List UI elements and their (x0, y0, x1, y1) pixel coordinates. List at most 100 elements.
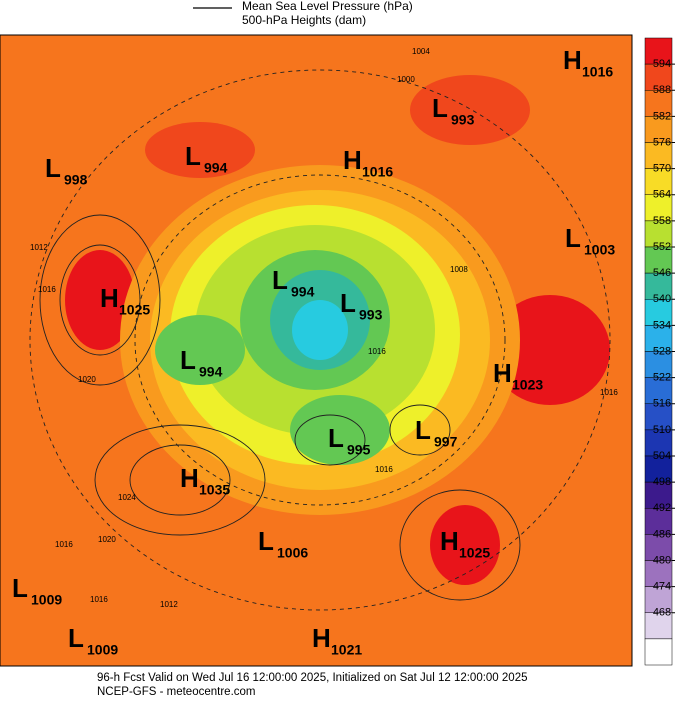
legend-subtitle: 500-hPa Heights (dam) (242, 13, 366, 27)
colorbar-label: 570 (653, 163, 671, 175)
colorbar-swatch (644, 90, 673, 117)
colorbar-label: 510 (653, 424, 671, 436)
colorbar-swatch (644, 220, 673, 248)
shade (155, 315, 245, 385)
shade (410, 75, 530, 145)
isobar-label: 1016 (368, 347, 386, 356)
isobar-label: 1020 (98, 535, 116, 544)
latitude-circle (134, 174, 506, 506)
center-value: 997 (434, 434, 458, 450)
isobar (94, 424, 266, 536)
center-value: 1006 (277, 545, 308, 561)
isobar-label: 1012 (160, 600, 178, 609)
isobar-label: 1004 (412, 47, 430, 56)
shade (290, 395, 390, 465)
colorbar-swatch (644, 429, 673, 457)
center-letter: L (45, 153, 61, 183)
center-letter: H (563, 45, 582, 75)
colorbar-swatch (644, 377, 673, 404)
center-letter: H (312, 623, 331, 653)
latitude-circle (29, 69, 611, 611)
shade (65, 250, 135, 350)
legend-title: Mean Sea Level Pressure (hPa) (242, 0, 413, 13)
colorbar-swatch (644, 534, 673, 561)
colorbar-swatch (644, 116, 673, 143)
colorbar-label: 588 (653, 84, 671, 96)
center-value: 994 (204, 160, 228, 176)
colorbar-label: 480 (653, 554, 671, 566)
map (0, 34, 633, 667)
center-letter: L (258, 526, 274, 556)
colorbar-label: 576 (653, 136, 671, 148)
colorbar-label: 516 (653, 398, 671, 410)
colorbar-label: 486 (653, 528, 671, 540)
isobar-label: 1016 (55, 540, 73, 549)
center-letter: L (185, 141, 201, 171)
center-value: 994 (291, 284, 315, 300)
isobar-label: 1016 (38, 285, 56, 294)
isobar-label: 1016 (90, 595, 108, 604)
center-letter: L (328, 423, 344, 453)
center-value: 994 (199, 364, 223, 380)
footer-source: NCEP-GFS - meteocentre.com (97, 686, 255, 698)
isobar (389, 404, 451, 456)
isobar-label: 1016 (375, 465, 393, 474)
center-value: 1009 (31, 592, 62, 608)
colorbar-label: 582 (653, 110, 671, 122)
colorbar-label: 594 (653, 58, 671, 70)
center-letter: L (68, 623, 84, 653)
colorbar-label: 474 (653, 581, 671, 593)
center-letter: L (12, 573, 28, 603)
center-letter: L (272, 265, 288, 295)
center-letter: L (565, 223, 581, 253)
colorbar-label: 540 (653, 293, 671, 305)
colorbar-swatch (644, 142, 673, 169)
center-letter: H (180, 463, 199, 493)
center-value: 1016 (362, 164, 393, 180)
center-letter: H (343, 145, 362, 175)
center-value: 1021 (331, 642, 362, 658)
shade (145, 122, 255, 178)
colorbar-swatch (644, 560, 673, 587)
colorbar-label: 546 (653, 267, 671, 279)
isobar-label: 1012 (30, 243, 48, 252)
center-value: 1003 (584, 242, 615, 258)
isobar-label: 1020 (78, 375, 96, 384)
center-value: 1035 (199, 482, 230, 498)
isobar-label: 1008 (450, 265, 468, 274)
colorbar-swatch (644, 168, 673, 195)
shade (430, 505, 500, 585)
colorbar-label: 564 (653, 189, 671, 201)
isobar (294, 414, 366, 466)
isobar (59, 244, 141, 356)
center-letter: H (100, 283, 119, 313)
center-letter: L (432, 93, 448, 123)
colorbar-label: 492 (653, 502, 671, 514)
colorbar-swatch (644, 299, 673, 326)
isobar-label: 1024 (118, 493, 136, 502)
colorbar-label: 534 (653, 319, 671, 331)
center-letter: H (440, 526, 459, 556)
colorbar-swatch (644, 638, 673, 666)
isobar (129, 444, 231, 516)
center-value: 993 (359, 307, 383, 323)
isobar (399, 489, 521, 601)
center-value: 1023 (512, 377, 543, 393)
shade (490, 295, 610, 405)
center-value: 1025 (119, 302, 150, 318)
colorbar-label: 498 (653, 476, 671, 488)
colorbar-label: 552 (653, 241, 671, 253)
shade (292, 300, 348, 360)
center-value: 993 (451, 112, 475, 128)
colorbar-label: 504 (653, 450, 671, 462)
center-letter: L (180, 345, 196, 375)
colorbar-label: 468 (653, 607, 671, 619)
center-value: 1016 (582, 64, 613, 80)
colorbar-label: 528 (653, 345, 671, 357)
colorbar-swatch (644, 37, 673, 65)
colorbar-swatch (644, 246, 673, 274)
center-value: 1009 (87, 642, 118, 658)
isobar-label: 1016 (600, 388, 618, 397)
center-letter: L (415, 415, 431, 445)
